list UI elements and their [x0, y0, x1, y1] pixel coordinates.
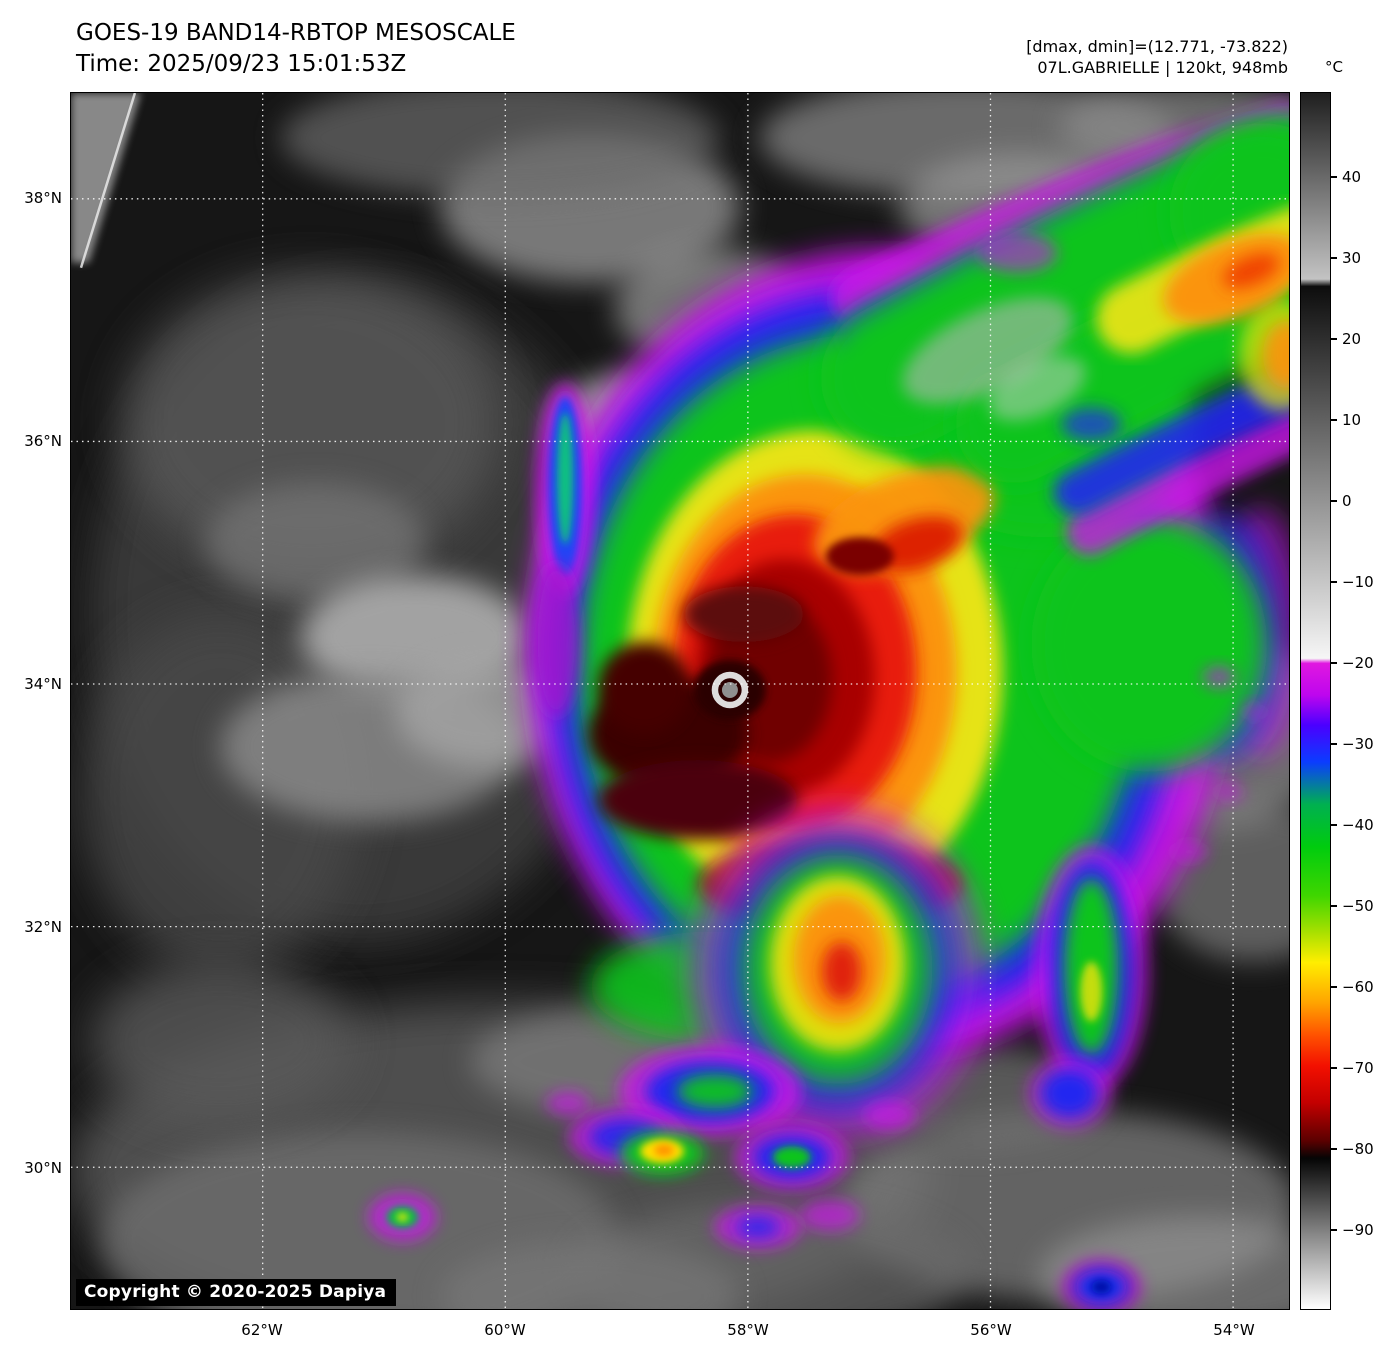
colorbar-tick-0: 0 — [1331, 492, 1352, 510]
tick-label: −10 — [1342, 573, 1374, 591]
colorbar-tick-m90: −90 — [1331, 1221, 1374, 1239]
hurricane-eye — [693, 660, 766, 720]
colorbar-tick-40: 40 — [1331, 168, 1361, 186]
satellite-image-frame: Copyright © 2020-2025 Dapiya — [70, 92, 1290, 1310]
tick-mark — [1331, 338, 1337, 340]
scan-edge-artifact — [71, 93, 141, 263]
colorbar-tick-m70: −70 — [1331, 1059, 1374, 1077]
tick-label: −20 — [1342, 654, 1374, 672]
product-title: GOES-19 BAND14-RBTOP MESOSCALE — [76, 20, 516, 46]
tick-label: −60 — [1342, 978, 1374, 996]
lon-label-62w: 62°W — [241, 1321, 283, 1339]
colorbar-tick-10: 10 — [1331, 411, 1361, 429]
dmax-dmin: [dmax, dmin]=(12.771, -73.822) — [1026, 37, 1288, 56]
colorbar-tick-m60: −60 — [1331, 978, 1374, 996]
colorbar-tick-30: 30 — [1331, 249, 1361, 267]
storm-info: 07L.GABRIELLE | 120kt, 948mb — [1037, 58, 1288, 77]
lat-label-34n: 34°N — [24, 675, 62, 693]
tick-mark — [1331, 905, 1337, 907]
tick-mark — [1331, 581, 1337, 583]
tick-mark — [1331, 1229, 1337, 1231]
colorbar — [1300, 92, 1331, 1310]
lat-label-38n: 38°N — [24, 189, 62, 207]
lat-label-30n: 30°N — [24, 1159, 62, 1177]
tick-label: 20 — [1342, 330, 1362, 348]
tick-label: −40 — [1342, 816, 1374, 834]
colorbar-tick-20: 20 — [1331, 330, 1361, 348]
tick-label: −70 — [1342, 1059, 1374, 1077]
tick-mark — [1331, 986, 1337, 988]
tick-mark — [1331, 662, 1337, 664]
lat-label-36n: 36°N — [24, 432, 62, 450]
tick-mark — [1331, 743, 1337, 745]
colorbar-tick-m20: −20 — [1331, 654, 1374, 672]
colorbar-tick-m30: −30 — [1331, 735, 1374, 753]
tick-label: −90 — [1342, 1221, 1374, 1239]
colorbar-tick-m50: −50 — [1331, 897, 1374, 915]
satellite-image — [71, 93, 1289, 1309]
colorbar-tick-m80: −80 — [1331, 1140, 1374, 1158]
copyright-badge: Copyright © 2020-2025 Dapiya — [76, 1279, 397, 1306]
lon-label-56w: 56°W — [970, 1321, 1012, 1339]
tick-label: −50 — [1342, 897, 1374, 915]
tick-label: −80 — [1342, 1140, 1374, 1158]
tick-mark — [1331, 1148, 1337, 1150]
tick-label: −30 — [1342, 735, 1374, 753]
header-title-block: GOES-19 BAND14-RBTOP MESOSCALE Time: 202… — [76, 18, 516, 80]
tick-mark — [1331, 419, 1337, 421]
lon-label-54w: 54°W — [1213, 1321, 1255, 1339]
lon-label-60w: 60°W — [484, 1321, 526, 1339]
colorbar-tick-m40: −40 — [1331, 816, 1374, 834]
timestamp: Time: 2025/09/23 15:01:53Z — [76, 51, 407, 77]
tick-mark — [1331, 1067, 1337, 1069]
tick-label: 40 — [1342, 168, 1362, 186]
storm-arm — [820, 99, 1289, 556]
tick-label: 0 — [1342, 492, 1352, 510]
colorbar-unit: °C — [1325, 58, 1343, 76]
tick-mark — [1331, 824, 1337, 826]
tick-label: 30 — [1342, 249, 1362, 267]
tick-label: 10 — [1342, 411, 1362, 429]
lat-label-32n: 32°N — [24, 918, 62, 936]
colorbar-tick-m10: −10 — [1331, 573, 1374, 591]
tick-mark — [1331, 500, 1337, 502]
tick-mark — [1331, 176, 1337, 178]
lon-label-58w: 58°W — [727, 1321, 769, 1339]
header-info-block: [dmax, dmin]=(12.771, -73.822) 07L.GABRI… — [1026, 36, 1288, 78]
convective-cells — [368, 382, 1267, 1309]
tick-mark — [1331, 257, 1337, 259]
